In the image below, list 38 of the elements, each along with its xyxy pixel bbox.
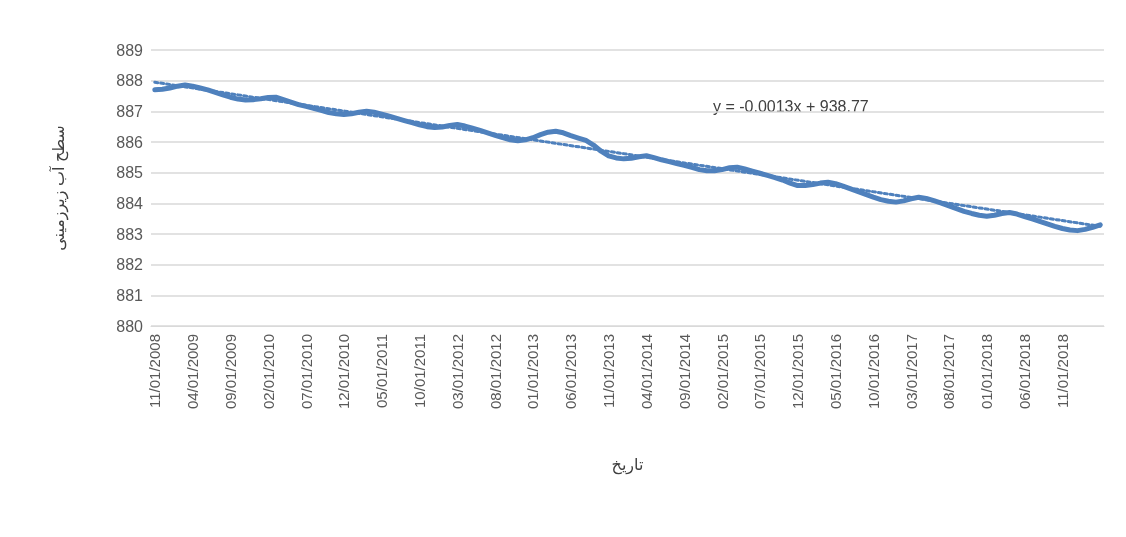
y-tick-label: 885 (116, 164, 144, 182)
y-tick-label: 886 (116, 133, 144, 151)
y-tick-label: 881 (116, 286, 144, 304)
x-tick-label: 12/01/2015 (789, 334, 807, 410)
y-tick-label: 888 (116, 72, 144, 90)
y-tick-label: 883 (116, 225, 144, 243)
x-tick-label: 11/01/2018 (1053, 334, 1071, 408)
x-tick-label: 11/01/2013 (600, 334, 618, 408)
y-tick-label: 887 (116, 102, 144, 120)
y-tick-label: 889 (116, 41, 144, 59)
x-tick-label: 12/01/2010 (335, 334, 353, 410)
x-tick-label: 05/01/2011 (373, 334, 391, 408)
x-tick-label: 06/01/2013 (562, 334, 580, 410)
x-tick-label: 01/01/2013 (524, 334, 542, 410)
x-tick-label: 03/01/2017 (902, 334, 920, 410)
x-tick-label: 09/01/2014 (675, 334, 693, 410)
x-tick-label: 06/01/2018 (1016, 334, 1034, 410)
x-tick-label: 10/01/2011 (411, 334, 428, 408)
x-tick-label: 08/01/2017 (940, 334, 958, 410)
y-tick-label: 882 (116, 256, 144, 274)
x-tick-label: 10/01/2016 (864, 334, 882, 410)
y-tick-label: 880 (116, 317, 144, 335)
x-tick-label: 04/01/2014 (637, 334, 655, 410)
x-tick-label: 04/01/2009 (184, 334, 202, 410)
x-tick-label: 05/01/2016 (827, 334, 844, 410)
x-tick-label: 02/01/2010 (259, 334, 277, 410)
y-axis-title: سطح آب زیرزمینی (48, 125, 69, 251)
x-tick-label: 07/01/2010 (297, 334, 315, 410)
x-tick-label: 01/01/2018 (978, 334, 996, 410)
x-tick-label: 03/01/2012 (448, 334, 466, 410)
annotation: y = -0.0013x + 938.77 (713, 97, 869, 115)
x-tick-label: 02/01/2015 (713, 334, 731, 410)
y-tick-label: 884 (116, 194, 144, 212)
x-tick-label: 07/01/2015 (751, 334, 769, 410)
x-tick-label: 11/01/2008 (146, 334, 164, 408)
x-tick-label: 09/01/2009 (221, 334, 239, 410)
x-tick-label: 08/01/2012 (486, 334, 504, 410)
x-axis-title: تاریخ (611, 455, 644, 475)
